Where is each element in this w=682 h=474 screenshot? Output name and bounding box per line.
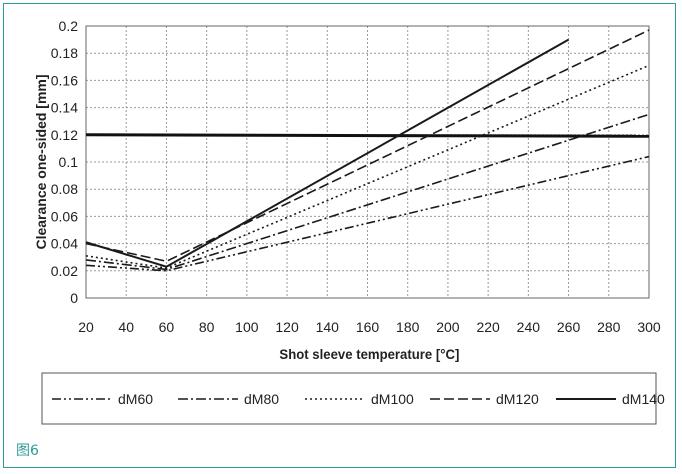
figure-label: 图6 [16, 443, 39, 459]
series-line-dm120 [85, 29, 650, 263]
legend-box [41, 372, 657, 425]
x-tick-label: 140 [316, 319, 340, 335]
x-tick-label: 160 [356, 319, 380, 335]
chart-grid [85, 25, 650, 299]
y-tick-label: 0.14 [51, 100, 78, 116]
legend-label-dm140: dM140 [622, 391, 665, 407]
x-tick-label: 40 [118, 319, 134, 335]
series-line-dm140 [85, 38, 570, 268]
x-tick-label: 240 [517, 319, 541, 335]
chart-ticks: 20 40 60 80 100 120 140 160 180 200 220 240 260 280 30… [51, 18, 661, 335]
y-tick-label: 0.04 [51, 236, 78, 252]
plot-area [85, 25, 650, 299]
legend: dM60 dM80 dM100 dM120 dM140 [52, 391, 665, 407]
series-line-dm60 [85, 155, 650, 272]
reference-line [85, 133, 650, 138]
legend-label-dm80: dM80 [244, 391, 279, 407]
x-tick-label: 120 [275, 319, 299, 335]
x-tick-label: 80 [199, 319, 215, 335]
chart-series [85, 29, 650, 272]
x-tick-label: 220 [476, 319, 500, 335]
x-tick-label: 60 [159, 319, 175, 335]
x-tick-label: 180 [396, 319, 420, 335]
x-tick-label: 100 [235, 319, 259, 335]
y-tick-label: 0.16 [51, 72, 78, 88]
x-tick-label: 260 [557, 319, 581, 335]
y-tick-label: 0.12 [51, 127, 78, 143]
y-tick-label: 0.1 [59, 154, 79, 170]
y-tick-label: 0.02 [51, 263, 78, 279]
y-axis-title: Clearance one-sided [mm] [33, 74, 49, 249]
series-line-dm80 [85, 113, 650, 271]
legend-label-dm100: dM100 [371, 391, 414, 407]
series-line-dm100 [85, 64, 650, 269]
y-tick-label: 0.2 [59, 18, 79, 34]
legend-label-dm60: dM60 [118, 391, 153, 407]
x-tick-label: 20 [78, 319, 94, 335]
y-tick-label: 0 [70, 290, 78, 306]
x-axis-title: Shot sleeve temperature [°C] [279, 347, 459, 362]
x-tick-label: 280 [597, 319, 621, 335]
y-tick-label: 0.18 [51, 45, 78, 61]
legend-label-dm120: dM120 [496, 391, 539, 407]
y-tick-label: 0.06 [51, 208, 78, 224]
x-tick-label: 300 [637, 319, 661, 335]
x-tick-label: 200 [436, 319, 460, 335]
y-tick-label: 0.08 [51, 181, 78, 197]
